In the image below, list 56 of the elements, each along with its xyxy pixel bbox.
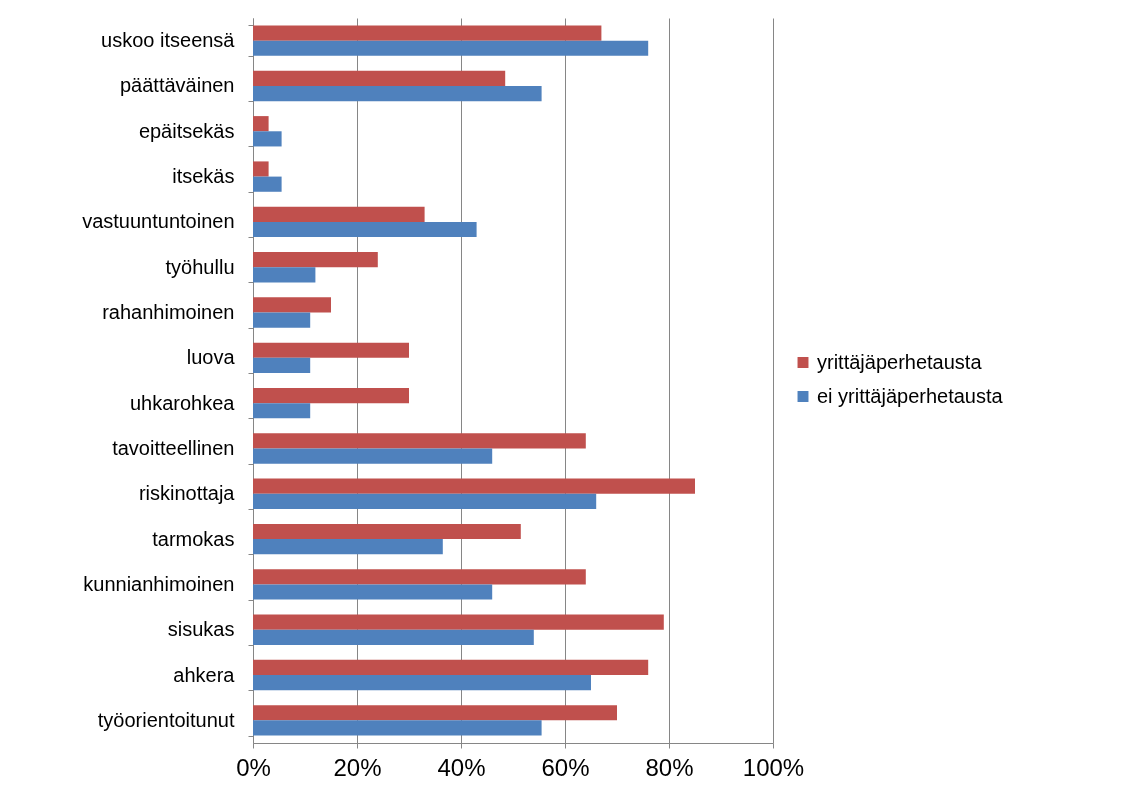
y-tick-label: tarmokas <box>152 527 235 550</box>
bar <box>253 629 534 645</box>
bar <box>253 614 664 630</box>
y-tick-label: vastuuntuntoinen <box>82 210 235 233</box>
y-tick-label: työhullu <box>165 255 235 278</box>
bar <box>253 25 602 41</box>
y-tick-label: kunnianhimoinen <box>83 572 235 595</box>
bar <box>253 176 282 192</box>
y-tick-label: uskoo itseensä <box>101 29 236 52</box>
x-tick-label: 80% <box>645 753 694 781</box>
bar <box>253 267 316 283</box>
x-tick-label: 60% <box>541 753 590 781</box>
y-tick-label: itsekäs <box>172 165 235 188</box>
bar <box>253 478 695 494</box>
bar <box>253 161 269 177</box>
bar <box>253 705 617 721</box>
bar <box>253 675 591 691</box>
bar <box>253 539 443 555</box>
y-tick-label: uhkarohkea <box>129 391 236 414</box>
y-tick-label: sisukas <box>167 618 235 641</box>
bar <box>253 493 597 509</box>
x-tick-label: 100% <box>742 753 805 781</box>
bar <box>253 523 521 540</box>
bar <box>253 85 542 102</box>
bar <box>253 40 649 56</box>
bar <box>253 252 378 268</box>
legend-label: ei yrittäjäperhetausta <box>817 384 1004 407</box>
bar <box>253 720 542 736</box>
bar <box>253 206 425 222</box>
bar <box>253 131 282 147</box>
bar <box>253 357 311 374</box>
y-tick-label: tavoitteellinen <box>112 436 235 459</box>
bar <box>253 70 506 86</box>
y-tick-label: riskinottaja <box>138 482 236 505</box>
bar <box>253 387 409 404</box>
y-tick-label: työorientoitunut <box>97 708 235 731</box>
bar <box>253 221 477 238</box>
bar <box>253 312 311 328</box>
bar <box>253 116 269 132</box>
bar <box>253 448 493 464</box>
x-tick-label: 0% <box>236 753 271 781</box>
bar <box>253 659 649 676</box>
bar <box>253 433 586 449</box>
bar <box>253 569 586 585</box>
x-tick-label: 40% <box>437 753 486 781</box>
legend-label: yrittäjäperhetausta <box>817 350 983 373</box>
bar <box>253 584 493 600</box>
y-tick-label: luova <box>186 346 236 369</box>
bar <box>253 342 409 358</box>
y-tick-label: ahkera <box>173 663 236 686</box>
x-tick-label: 20% <box>333 753 382 781</box>
bar <box>253 403 311 419</box>
y-tick-label: päättäväinen <box>119 74 235 97</box>
bar <box>253 297 331 313</box>
y-tick-label: epäitsekäs <box>138 119 235 142</box>
y-tick-label: rahanhimoinen <box>102 301 235 324</box>
